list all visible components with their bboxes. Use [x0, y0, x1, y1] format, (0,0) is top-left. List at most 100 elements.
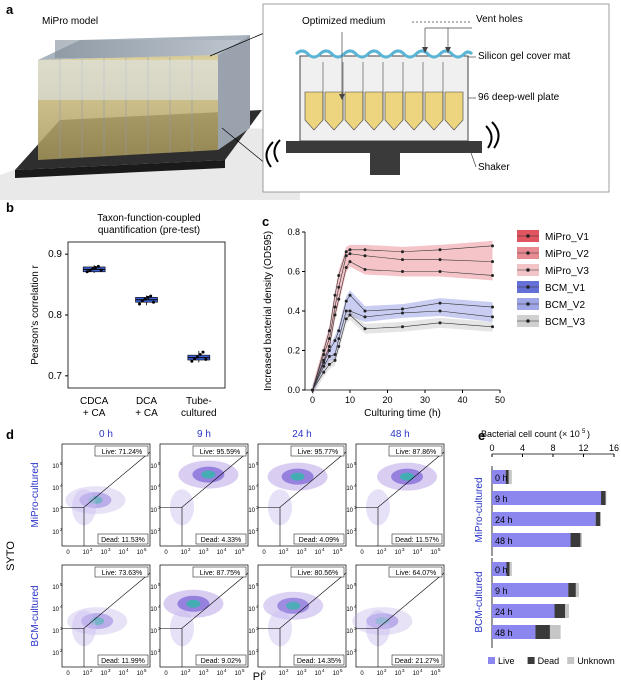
series-point — [363, 254, 367, 258]
live-percent: Live: 73.63% — [102, 570, 142, 577]
y-tick-exp: 3 — [256, 505, 259, 510]
legend-marker — [526, 319, 530, 323]
x-tick-label: 10 — [279, 550, 286, 556]
y-tick-label: 0.0 — [287, 385, 300, 395]
live-gate — [258, 572, 347, 629]
x-tick-label: 10 — [181, 550, 188, 556]
flow-plot-frame — [61, 564, 151, 668]
x-tick-label: 0 — [360, 671, 364, 677]
density-core — [400, 472, 415, 481]
y-tick-label: 10 — [346, 486, 353, 492]
bar-category-label: 24 h — [495, 515, 513, 525]
box-point — [94, 266, 98, 270]
silicon-gel-cover-mat — [294, 49, 474, 59]
y-tick-label: 10 — [248, 508, 255, 514]
panel-b-title-line1: Taxon-function-coupled — [97, 213, 201, 224]
y-tick-exp: 3 — [158, 505, 161, 510]
series-point — [322, 352, 326, 356]
legend-label: MiPro_V1 — [545, 232, 589, 243]
x-tick-exp: 2 — [188, 547, 191, 552]
series-point — [337, 297, 341, 301]
series-point — [348, 313, 352, 317]
series-point — [401, 311, 404, 315]
x-tick-exp: 4 — [224, 668, 227, 673]
live-label-box — [388, 445, 443, 457]
box-point — [204, 357, 208, 361]
live-percent: Live: 87.86% — [396, 449, 436, 456]
deep-well-tubes — [304, 91, 464, 131]
legend-marker — [526, 268, 530, 272]
y-tick-label: 10 — [248, 530, 255, 536]
x-tick-exp: 3 — [206, 547, 209, 552]
y-tick-label: 10 — [346, 585, 353, 591]
y-tick-label: 10 — [346, 629, 353, 635]
box-point — [152, 300, 155, 304]
x-tick-label: 10 — [137, 550, 144, 556]
box-point — [149, 294, 153, 298]
x-tick-label: 12 — [578, 443, 588, 453]
bar-segment-live — [492, 583, 569, 597]
series-point — [363, 248, 367, 252]
y-tick-label: 10 — [52, 651, 59, 657]
y-tick-label: 10 — [248, 486, 255, 492]
bar-category-label: 0 h — [495, 565, 508, 575]
y-tick-label: 10 — [52, 486, 59, 492]
y-tick-exp: 3 — [158, 626, 161, 631]
series-point — [327, 349, 331, 352]
y-tick-label: 10 — [346, 607, 353, 613]
x-tick-label: 10 — [431, 550, 438, 556]
x-tick-label: 10 — [377, 671, 384, 677]
series-point — [491, 244, 494, 248]
y-tick-label: 10 — [346, 651, 353, 657]
y-tick-exp: 3 — [60, 505, 63, 510]
live-gate — [160, 572, 249, 629]
y-axis-label: Increased bacterial density (OD595) — [263, 231, 274, 391]
bar-segment-dead — [601, 491, 606, 505]
y-tick-label: 10 — [248, 464, 255, 470]
y-tick-label: 10 — [150, 651, 157, 657]
y-tick-label: 10 — [52, 464, 59, 470]
x-tick-label: 10 — [83, 671, 90, 677]
bar-category-label: 9 h — [495, 494, 508, 504]
bar-segment-live — [492, 562, 507, 576]
dead-percent: Dead: 11.99% — [101, 658, 145, 665]
x-tick-label: 0 — [262, 671, 266, 677]
x-tick-label: 0 — [66, 550, 70, 556]
series-point — [401, 258, 404, 262]
bar-segment-dead — [505, 470, 509, 484]
bar-segment-unknown — [565, 604, 570, 618]
box-point — [91, 267, 95, 271]
live-label-box — [192, 566, 247, 578]
x-tick-label: 8 — [550, 443, 555, 453]
live-gate — [62, 451, 151, 508]
x-tick-label: 0 — [360, 550, 364, 556]
shaker-platform — [286, 141, 482, 153]
legend-label: MiPro_V3 — [545, 266, 589, 277]
x-tick-label: 10 — [83, 550, 90, 556]
series-point — [337, 285, 341, 289]
flow-plot-frame — [159, 443, 249, 547]
flow-plot-frame — [355, 564, 445, 668]
x-tick-exp: 5 — [438, 668, 441, 673]
y-tick-exp: 3 — [354, 505, 357, 510]
category-label-line1: CDCA — [80, 396, 109, 407]
flow-plot-frame — [257, 564, 347, 668]
series-point — [333, 352, 337, 356]
live-gate — [160, 451, 249, 508]
y-tick-label: 10 — [346, 464, 353, 470]
series-point — [327, 362, 331, 366]
density-core — [375, 617, 390, 626]
y-tick-label: 10 — [248, 585, 255, 591]
y-tick-exp: 4 — [256, 483, 259, 488]
y-tick-exp: 5 — [256, 582, 259, 587]
x-tick-exp: 2 — [188, 668, 191, 673]
x-tick-exp: 5 — [340, 668, 343, 673]
series-point — [401, 325, 404, 329]
bar-segment-unknown — [509, 562, 512, 576]
live-percent: Live: 71.24% — [102, 449, 142, 456]
series-point — [438, 321, 442, 325]
density-core — [201, 470, 216, 479]
series-point — [327, 354, 331, 358]
series-point — [438, 270, 442, 273]
